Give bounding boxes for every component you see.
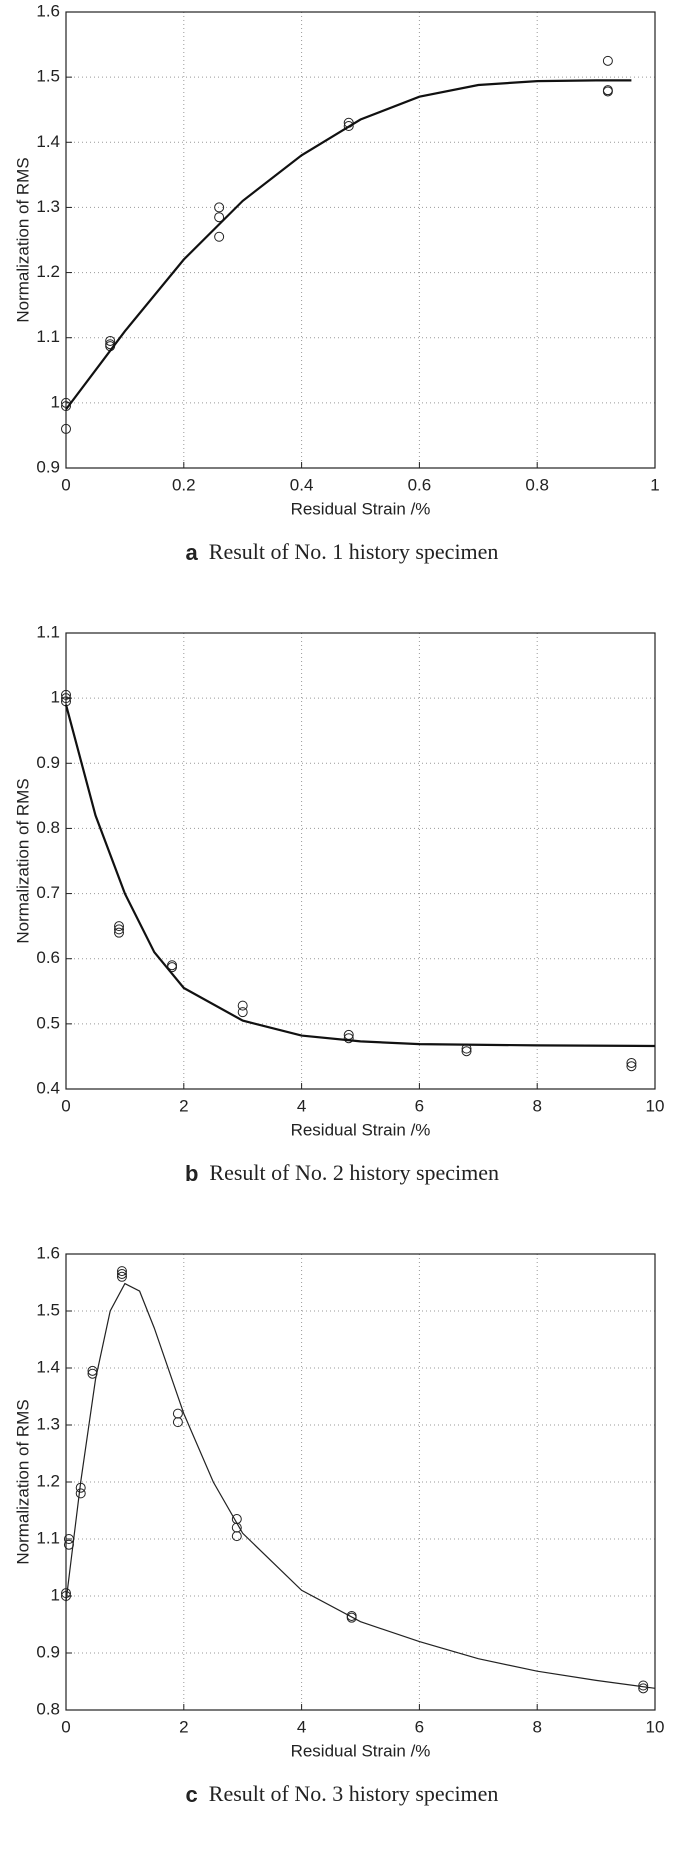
data-point	[116, 1271, 127, 1282]
y-tick-label: 0.4	[36, 1078, 60, 1097]
x-tick-label: 4	[297, 1717, 306, 1736]
caption-label: a	[186, 540, 199, 565]
caption-label: c	[186, 1782, 198, 1807]
x-tick-label: 6	[415, 1096, 424, 1115]
data-point	[105, 335, 116, 346]
x-axis-label: Residual Strain /%	[291, 499, 431, 518]
y-tick-label: 1.3	[36, 1414, 60, 1433]
y-tick-label: 1.2	[36, 262, 60, 281]
x-tick-label: 0	[61, 1096, 70, 1115]
y-tick-label: 0.9	[36, 1642, 60, 1661]
data-point	[61, 401, 71, 412]
plot-frame	[65, 11, 656, 469]
y-tick-label: 1.5	[36, 1300, 60, 1319]
data-point	[214, 212, 225, 223]
data-point	[172, 1417, 183, 1428]
y-tick-label: 0.9	[36, 457, 60, 476]
data-point	[61, 423, 71, 434]
data-point	[626, 1061, 637, 1072]
y-tick-label: 0.9	[36, 753, 60, 772]
x-tick-label: 1	[650, 475, 659, 494]
x-tick-label: 10	[646, 1717, 665, 1736]
x-tick-label: 0.6	[408, 475, 432, 494]
y-tick-label: 1	[51, 688, 60, 707]
plot-frame	[65, 1253, 656, 1711]
chart-panel: 0.4 0.5 0.6 0.7 0.8 0.9 1 1.1 0 2 4 6 8 10 Residual St…	[13, 622, 664, 1185]
data-point	[626, 1057, 637, 1068]
data-point	[116, 1268, 127, 1279]
data-point	[638, 1680, 649, 1691]
y-axis-label: Normalization of RMS	[13, 157, 32, 322]
x-tick-label: 6	[415, 1717, 424, 1736]
data-point	[461, 1046, 472, 1057]
caption-text: Result of No. 2 history specimen	[209, 1160, 499, 1185]
data-point	[75, 1488, 86, 1499]
data-point	[346, 1612, 357, 1623]
data-point	[114, 927, 125, 938]
caption-text: Result of No. 1 history specimen	[209, 539, 499, 564]
y-axis-label: Normalization of RMS	[13, 1399, 32, 1564]
y-tick-label: 1.1	[36, 622, 60, 641]
y-tick-label: 1	[51, 1585, 60, 1604]
fit-curve	[64, 704, 656, 1048]
data-point	[602, 55, 613, 66]
x-tick-label: 0.2	[172, 475, 196, 494]
y-tick-label: 0.5	[36, 1013, 60, 1032]
x-tick-label: 2	[179, 1717, 188, 1736]
plot-frame	[65, 632, 656, 1090]
y-tick-label: 1.5	[36, 67, 60, 86]
caption-text: Result of No. 3 history specimen	[209, 1781, 499, 1806]
caption: c Result of No. 3 history specimen	[186, 1781, 499, 1807]
data-point	[237, 1007, 248, 1018]
x-tick-label: 0.8	[525, 475, 549, 494]
chart-panel: 0.9 1 1.1 1.2 1.3 1.4 1.5 1.6 0 0.2 0.4 0.6 0.8 1 Resi…	[13, 1, 659, 564]
y-tick-label: 1.1	[36, 327, 60, 346]
x-tick-label: 2	[179, 1096, 188, 1115]
fit-curve	[65, 79, 632, 411]
x-tick-label: 0	[61, 475, 70, 494]
chart-panel: 0.8 0.9 1 1.1 1.2 1.3 1.4 1.5 1.6 0 2 4 6 8 10 Residual…	[13, 1243, 664, 1806]
data-point	[61, 693, 71, 704]
data-point	[638, 1683, 649, 1694]
data-point	[214, 202, 225, 213]
data-point	[214, 231, 225, 242]
x-tick-label: 4	[297, 1096, 306, 1115]
caption-label: b	[185, 1161, 198, 1186]
y-axis-label: Normalization of RMS	[13, 778, 32, 943]
x-tick-label: 0	[61, 1717, 70, 1736]
data-point	[116, 1266, 127, 1277]
data-point	[343, 121, 354, 131]
y-tick-label: 1.6	[36, 1, 60, 20]
y-tick-label: 1.4	[36, 132, 60, 151]
y-tick-label: 1	[51, 392, 60, 411]
y-tick-label: 1.4	[36, 1357, 60, 1376]
caption: a Result of No. 1 history specimen	[186, 539, 499, 565]
x-tick-label: 8	[532, 1096, 541, 1115]
fit-curve	[65, 1282, 656, 1689]
data-point	[114, 924, 125, 935]
data-point	[61, 689, 71, 700]
y-tick-label: 1.2	[36, 1471, 60, 1490]
y-tick-label: 0.7	[36, 883, 60, 902]
data-point	[237, 1000, 248, 1011]
y-tick-label: 0.6	[36, 948, 60, 967]
data-point	[343, 1033, 354, 1044]
x-axis-label: Residual Strain /%	[291, 1120, 431, 1139]
y-tick-label: 1.1	[36, 1528, 60, 1547]
x-tick-label: 0.4	[290, 475, 314, 494]
y-tick-label: 1.6	[36, 1243, 60, 1262]
data-point	[231, 1531, 242, 1542]
data-point	[602, 86, 613, 97]
y-tick-label: 1.3	[36, 197, 60, 216]
x-tick-label: 8	[532, 1717, 541, 1736]
caption: b Result of No. 2 history specimen	[185, 1160, 499, 1186]
data-point	[172, 1408, 183, 1419]
x-axis-label: Residual Strain /%	[291, 1741, 431, 1760]
x-tick-label: 10	[646, 1096, 665, 1115]
y-tick-label: 0.8	[36, 1699, 60, 1718]
data-point	[114, 921, 125, 932]
y-tick-label: 0.8	[36, 818, 60, 837]
